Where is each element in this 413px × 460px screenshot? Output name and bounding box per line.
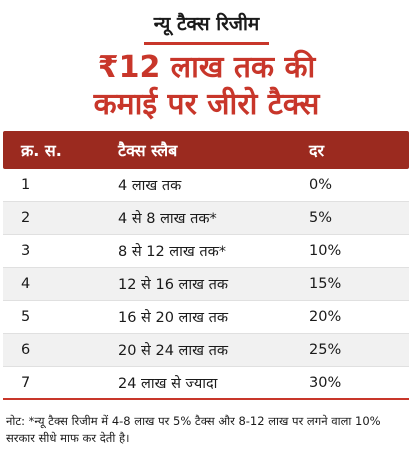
column-header-serial: क्र. स. xyxy=(21,141,62,160)
cell-rate: 20% xyxy=(309,309,342,325)
cell-serial: 1 xyxy=(21,177,31,193)
cell-rate: 0% xyxy=(309,177,333,193)
footnote: नोट: *न्यू टैक्स रिजीम में 4-8 लाख पर 5%… xyxy=(6,414,381,445)
table-header: क्र. स. टैक्स स्लैब दर xyxy=(3,131,409,169)
cell-slab: 12 से 16 लाख तक xyxy=(118,277,228,293)
cell-slab: 24 लाख से ज्यादा xyxy=(118,375,218,392)
table-row: 7 24 लाख से ज्यादा 30% xyxy=(3,367,409,400)
table-row: 4 12 से 16 लाख तक 15% xyxy=(3,268,409,301)
cell-serial: 5 xyxy=(21,309,31,325)
table-row: 3 8 से 12 लाख तक* 10% xyxy=(3,235,409,268)
cell-serial: 4 xyxy=(21,276,31,292)
cell-rate: 25% xyxy=(309,342,342,358)
table-row: 1 4 लाख तक 0% xyxy=(3,169,409,202)
cell-serial: 3 xyxy=(21,243,31,259)
table-row: 5 16 से 20 लाख तक 20% xyxy=(3,301,409,334)
cell-serial: 2 xyxy=(21,210,31,226)
cell-rate: 15% xyxy=(309,276,342,292)
cell-slab: 16 से 20 लाख तक xyxy=(118,310,228,326)
headline-line-1: ₹12 लाख तक की xyxy=(97,50,316,85)
table-row: 2 4 से 8 लाख तक* 5% xyxy=(3,202,409,235)
kicker-container: न्यू टैक्स रिजीम xyxy=(0,8,413,45)
cell-slab: 4 से 8 लाख तक* xyxy=(118,211,217,227)
column-header-slab: टैक्स स्लैब xyxy=(118,141,178,160)
cell-serial: 6 xyxy=(21,342,31,358)
cell-serial: 7 xyxy=(21,374,31,391)
cell-slab: 4 लाख तक xyxy=(118,178,182,194)
kicker-title: न्यू टैक्स रिजीम xyxy=(143,8,270,45)
tax-slab-table: क्र. स. टैक्स स्लैब दर 1 4 लाख तक 0% 2 4… xyxy=(3,131,409,400)
cell-slab: 8 से 12 लाख तक* xyxy=(118,244,227,260)
column-header-rate: दर xyxy=(309,141,325,160)
cell-rate: 5% xyxy=(309,210,333,226)
table-row: 6 20 से 24 लाख तक 25% xyxy=(3,334,409,367)
cell-slab: 20 से 24 लाख तक xyxy=(118,343,228,359)
headline-line-2: कमाई पर जीरो टैक्स xyxy=(93,87,320,122)
cell-rate: 30% xyxy=(309,374,342,391)
cell-rate: 10% xyxy=(309,243,342,259)
